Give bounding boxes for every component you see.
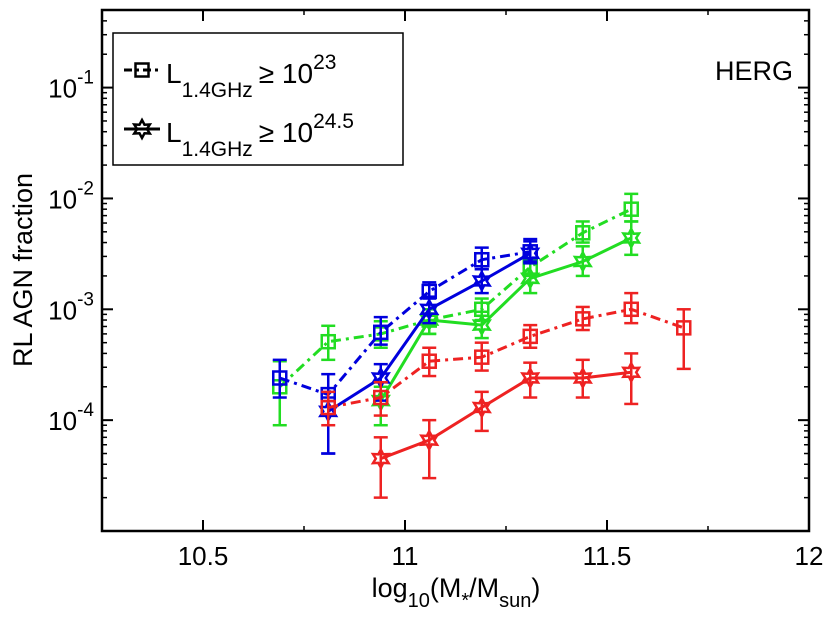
x-axis-label-sub1: 10 [408, 590, 430, 612]
y-tick-label-exponent: -1 [77, 68, 94, 89]
ticks-group: 10-410-310-210-110.5 11 11.5 12 [48, 9, 824, 571]
data-point [471, 269, 492, 293]
x-axis-label: log10(M*/Msun) [372, 573, 541, 612]
data-point [320, 333, 336, 350]
data-point [572, 249, 593, 274]
data-point [419, 297, 440, 322]
y-axis-label: RL AGN fraction [8, 173, 38, 367]
data-point [572, 366, 593, 390]
y-tick-label-base: 10 [48, 74, 77, 104]
legend-swatch-star [124, 117, 160, 141]
x-axis-label-mid2: /M [469, 573, 499, 603]
data-point [419, 428, 440, 452]
data-point [575, 311, 591, 327]
legend-swatch-square [124, 62, 160, 78]
series-line [327, 307, 685, 409]
y-tick-label-base: 10 [48, 406, 77, 436]
data-point [373, 324, 389, 341]
series-5 [370, 352, 642, 499]
series-3 [318, 240, 541, 455]
plot-frame [100, 8, 811, 533]
legend-marker [131, 117, 153, 141]
data-point [320, 399, 336, 416]
x-axis-label-sub2: * [461, 590, 469, 612]
x-axis-label-sub3: sun [499, 590, 531, 612]
annotation-herg: HERG [715, 56, 793, 86]
data-point [621, 226, 642, 250]
data-point [419, 308, 440, 332]
x-tick-label: 10.5 [178, 541, 229, 571]
legend-marker [134, 62, 150, 78]
x-axis-label-mid1: (M [430, 573, 461, 603]
data-point [676, 320, 692, 336]
x-tick-label: 12 [795, 541, 824, 571]
data-point [623, 201, 639, 217]
series-line [380, 370, 632, 461]
data-point [520, 241, 541, 266]
legend-entry-2-sup: 24.5 [313, 110, 354, 133]
y-tick-label-base: 10 [48, 184, 77, 214]
y-tick-label: 10-1 [48, 68, 94, 104]
y-tick-label-exponent: -4 [77, 400, 94, 421]
x-tick-label: 11 [392, 541, 419, 571]
legend-entry-1-sup: 23 [313, 51, 336, 74]
y-tick-label-exponent: -3 [77, 289, 94, 310]
legend-entry-1-sub: 1.4GHz [182, 79, 253, 102]
series-4 [320, 291, 692, 427]
series-line [278, 207, 632, 388]
legend-entry-2-sub: 1.4GHz [182, 138, 253, 161]
y-tick-label: 10-3 [48, 289, 94, 325]
data-point [520, 366, 541, 390]
x-axis-label-main: log [372, 573, 408, 603]
data-point [471, 313, 492, 337]
data-point [370, 446, 391, 471]
data-point [623, 301, 639, 318]
data-point [522, 328, 538, 345]
data-point [520, 266, 541, 291]
data-point [474, 349, 490, 365]
legend-entry-1-rel: ≥ 10 [259, 58, 313, 89]
x-axis-label-end: ) [531, 573, 540, 603]
y-tick-label-exponent: -2 [77, 178, 94, 199]
legend-entry-2: L1.4GHz ≥ 1024.5 [166, 110, 354, 161]
legend-entry-2-rel: ≥ 10 [259, 117, 313, 148]
data-point [474, 251, 490, 268]
legend-box [112, 32, 404, 166]
data-point [421, 353, 437, 369]
y-tick-label: 10-2 [48, 178, 94, 214]
y-tick-label: 10-4 [48, 400, 94, 436]
x-tick-label: 11.5 [583, 541, 632, 571]
legend-entry-2-base: L [166, 117, 182, 148]
data-point [575, 225, 591, 241]
data-point [373, 389, 389, 406]
data-point [621, 360, 642, 385]
legend: L1.4GHz≥ 1023 L1.4GHz≥ 1024.5 [112, 32, 404, 166]
data-point [471, 395, 492, 420]
series-line [279, 250, 531, 397]
legend-entry-1: L1.4GHz ≥ 1023 [166, 51, 336, 102]
series-group [272, 192, 692, 499]
data-point [272, 370, 288, 386]
y-tick-label-base: 10 [48, 295, 77, 325]
legend-entry-1-base: L [166, 58, 182, 89]
